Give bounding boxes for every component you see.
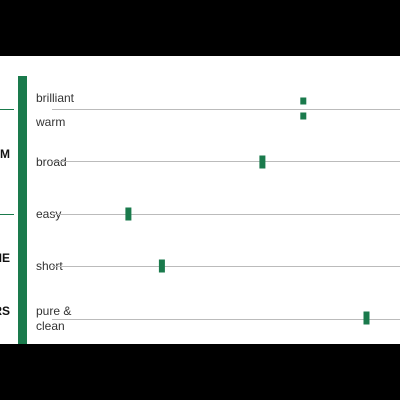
chart-marks: [125, 97, 370, 325]
row-label-pure-clean-line1: pure &: [36, 304, 72, 318]
category-bar: [18, 76, 27, 344]
gridline-2: [52, 161, 400, 162]
row-label-pure-clean-line2: clean: [36, 319, 65, 333]
row-label-easy: easy: [36, 207, 62, 221]
row-label-warm: warm: [36, 115, 66, 129]
gridline-1: [52, 109, 400, 110]
row-label-brilliant: brilliant: [36, 91, 75, 105]
gridline-4: [52, 266, 400, 267]
chart-canvas: M ME RS brilliant warm broad easy short …: [0, 56, 400, 344]
category-label-5: RS: [0, 304, 10, 318]
marker-warm: [300, 112, 307, 120]
category-divider-1: [0, 109, 14, 110]
marker-broad: [259, 155, 266, 169]
marker-brilliant: [300, 97, 307, 105]
marker-short: [158, 259, 165, 273]
category-label-4: ME: [0, 251, 10, 265]
row-label-broad: broad: [36, 155, 67, 169]
gridline-5: [52, 319, 400, 320]
marker-pure-clean: [363, 311, 370, 325]
marker-easy: [125, 207, 132, 221]
category-divider-3: [0, 214, 14, 215]
category-label-2: M: [0, 147, 10, 161]
row-label-short: short: [36, 259, 63, 273]
gridline-3: [52, 214, 400, 215]
